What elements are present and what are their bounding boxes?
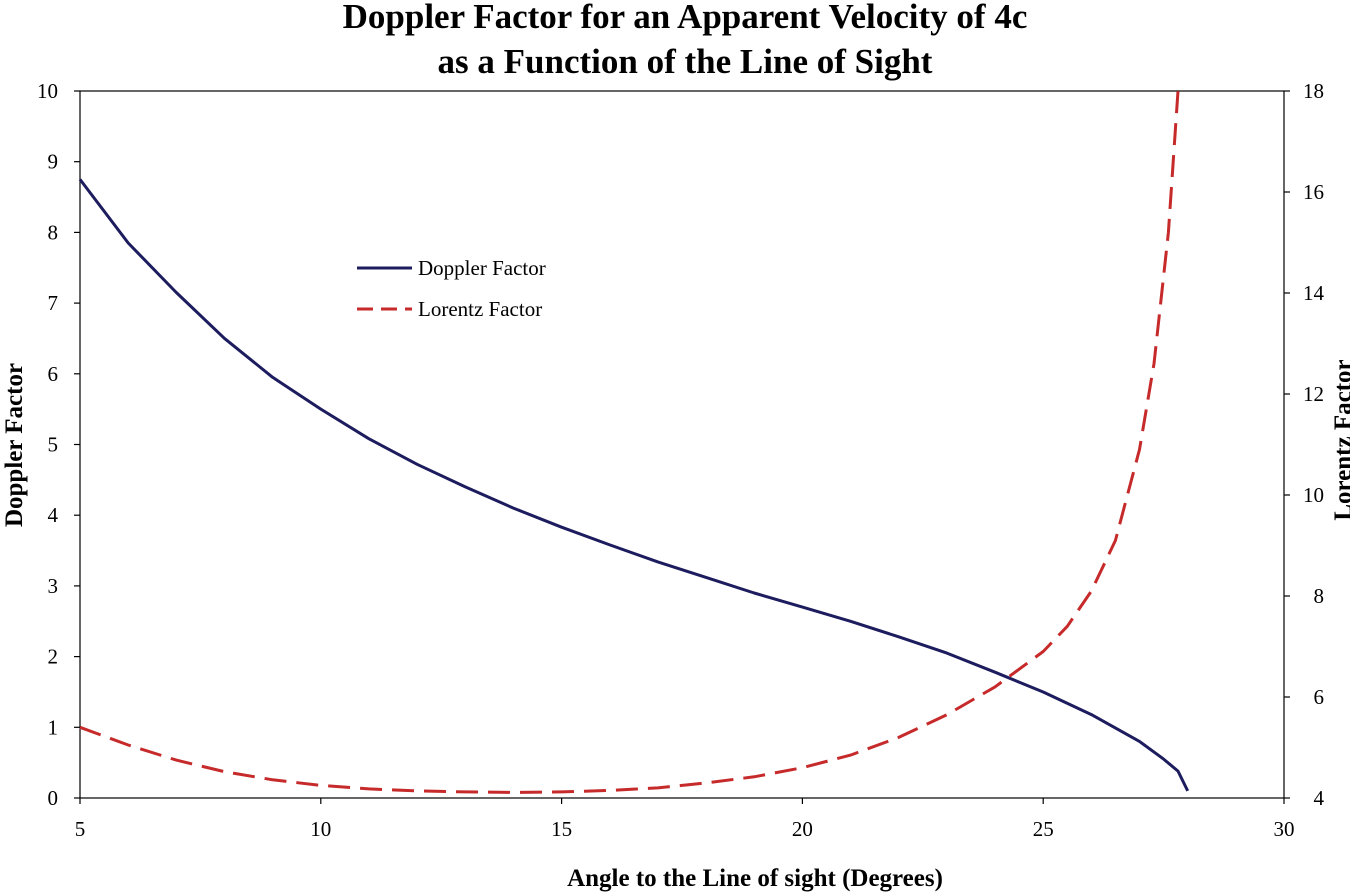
series-line-doppler bbox=[78, 178, 1190, 792]
x-tick-label: 25 bbox=[1033, 817, 1054, 841]
left-y-tick-label: 8 bbox=[48, 220, 59, 244]
left-y-tick-label: 4 bbox=[48, 503, 59, 527]
x-tick-label: 20 bbox=[792, 817, 813, 841]
right-y-axis-title: Lorentz Factor bbox=[1330, 359, 1350, 520]
left-y-tick-label: 10 bbox=[37, 79, 58, 103]
legend: Doppler Factor Lorentz Factor bbox=[357, 256, 546, 321]
series-group bbox=[78, 90, 1190, 794]
left-y-axis-ticks: 0 1 2 3 4 5 6 7 8 9 10 bbox=[37, 79, 80, 810]
left-y-tick-label: 9 bbox=[48, 150, 59, 174]
x-axis-ticks: 5 10 15 20 25 30 bbox=[75, 798, 1295, 841]
right-y-tick-label: 16 bbox=[1303, 180, 1324, 204]
x-tick-label: 10 bbox=[310, 817, 331, 841]
legend-label-lorentz: Lorentz Factor bbox=[418, 297, 542, 321]
left-y-tick-label: 2 bbox=[48, 645, 59, 669]
right-y-tick-label: 12 bbox=[1303, 382, 1324, 406]
right-y-axis-ticks: 4 6 8 10 12 14 16 18 bbox=[1284, 79, 1325, 810]
plot-area bbox=[79, 90, 1285, 799]
left-y-axis-title: Doppler Factor bbox=[1, 363, 28, 527]
x-axis-title: Angle to the Line of sight (Degrees) bbox=[567, 865, 943, 892]
x-tick-label: 30 bbox=[1274, 817, 1295, 841]
right-y-tick-label: 10 bbox=[1303, 483, 1324, 507]
chart-title-line2: as a Function of the Line of Sight bbox=[438, 42, 933, 81]
right-y-tick-label: 6 bbox=[1314, 685, 1325, 709]
left-y-tick-label: 6 bbox=[48, 362, 59, 386]
x-tick-label: 5 bbox=[75, 817, 86, 841]
left-y-tick-label: 5 bbox=[48, 433, 59, 457]
right-y-tick-label: 4 bbox=[1314, 786, 1325, 810]
right-y-tick-label: 14 bbox=[1303, 281, 1325, 305]
chart-title-line1: Doppler Factor for an Apparent Velocity … bbox=[343, 0, 1028, 36]
left-y-tick-label: 0 bbox=[48, 786, 59, 810]
series-line-lorentz bbox=[79, 90, 1180, 794]
legend-label-doppler: Doppler Factor bbox=[418, 256, 546, 280]
left-y-tick-label: 1 bbox=[48, 715, 59, 739]
left-y-tick-label: 3 bbox=[48, 574, 59, 598]
right-y-tick-label: 18 bbox=[1303, 79, 1324, 103]
left-y-tick-label: 7 bbox=[48, 291, 59, 315]
right-y-tick-label: 8 bbox=[1314, 584, 1325, 608]
x-tick-label: 15 bbox=[551, 817, 572, 841]
